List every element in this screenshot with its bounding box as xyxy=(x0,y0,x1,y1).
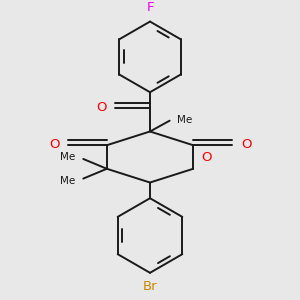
Text: Br: Br xyxy=(143,280,157,293)
Text: O: O xyxy=(241,138,251,151)
Text: Me: Me xyxy=(60,152,75,162)
Text: Me: Me xyxy=(60,176,75,186)
Text: O: O xyxy=(202,151,212,164)
Text: O: O xyxy=(50,138,60,151)
Text: Me: Me xyxy=(178,115,193,125)
Text: F: F xyxy=(146,1,154,14)
Text: O: O xyxy=(97,101,107,114)
